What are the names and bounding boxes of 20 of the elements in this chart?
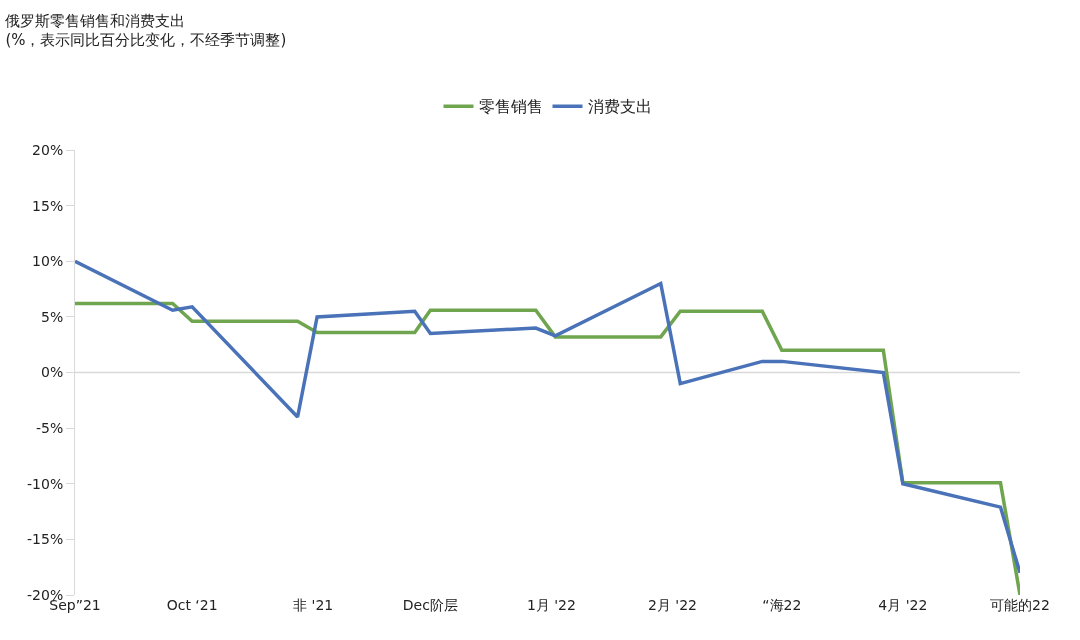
y-tick-label: 0% (40, 364, 64, 381)
y-tick-label: -5% (35, 420, 64, 437)
x-tick-label: 1月 '22 (526, 597, 576, 613)
y-tick-label: -15% (27, 531, 64, 548)
y-tick-label: -10% (27, 475, 64, 492)
chart-subtitle: (%，表示同比百分比变化，不经季节调整) (5, 31, 287, 50)
x-tick-label: 非 '21 (293, 597, 334, 613)
x-tick-label: “海22 (762, 597, 802, 613)
y-tick-label: 5% (40, 308, 64, 325)
legend-label: 消费支出 (587, 97, 652, 117)
chart-title: 俄罗斯零售销售和消费支出 (5, 11, 186, 30)
x-tick-label: Dec阶层 (402, 597, 458, 613)
y-tick-label: 15% (32, 197, 64, 214)
x-tick-label: 4月 '22 (878, 597, 928, 613)
legend-label: 零售销售 (478, 97, 543, 117)
x-tick-label: 2月 '22 (647, 597, 697, 613)
y-tick-label: 20% (32, 141, 64, 158)
x-tick-label: 可能的22 (990, 597, 1050, 613)
x-tick-label: Oct ‘21 (166, 597, 218, 613)
y-tick-label: 10% (32, 253, 64, 270)
